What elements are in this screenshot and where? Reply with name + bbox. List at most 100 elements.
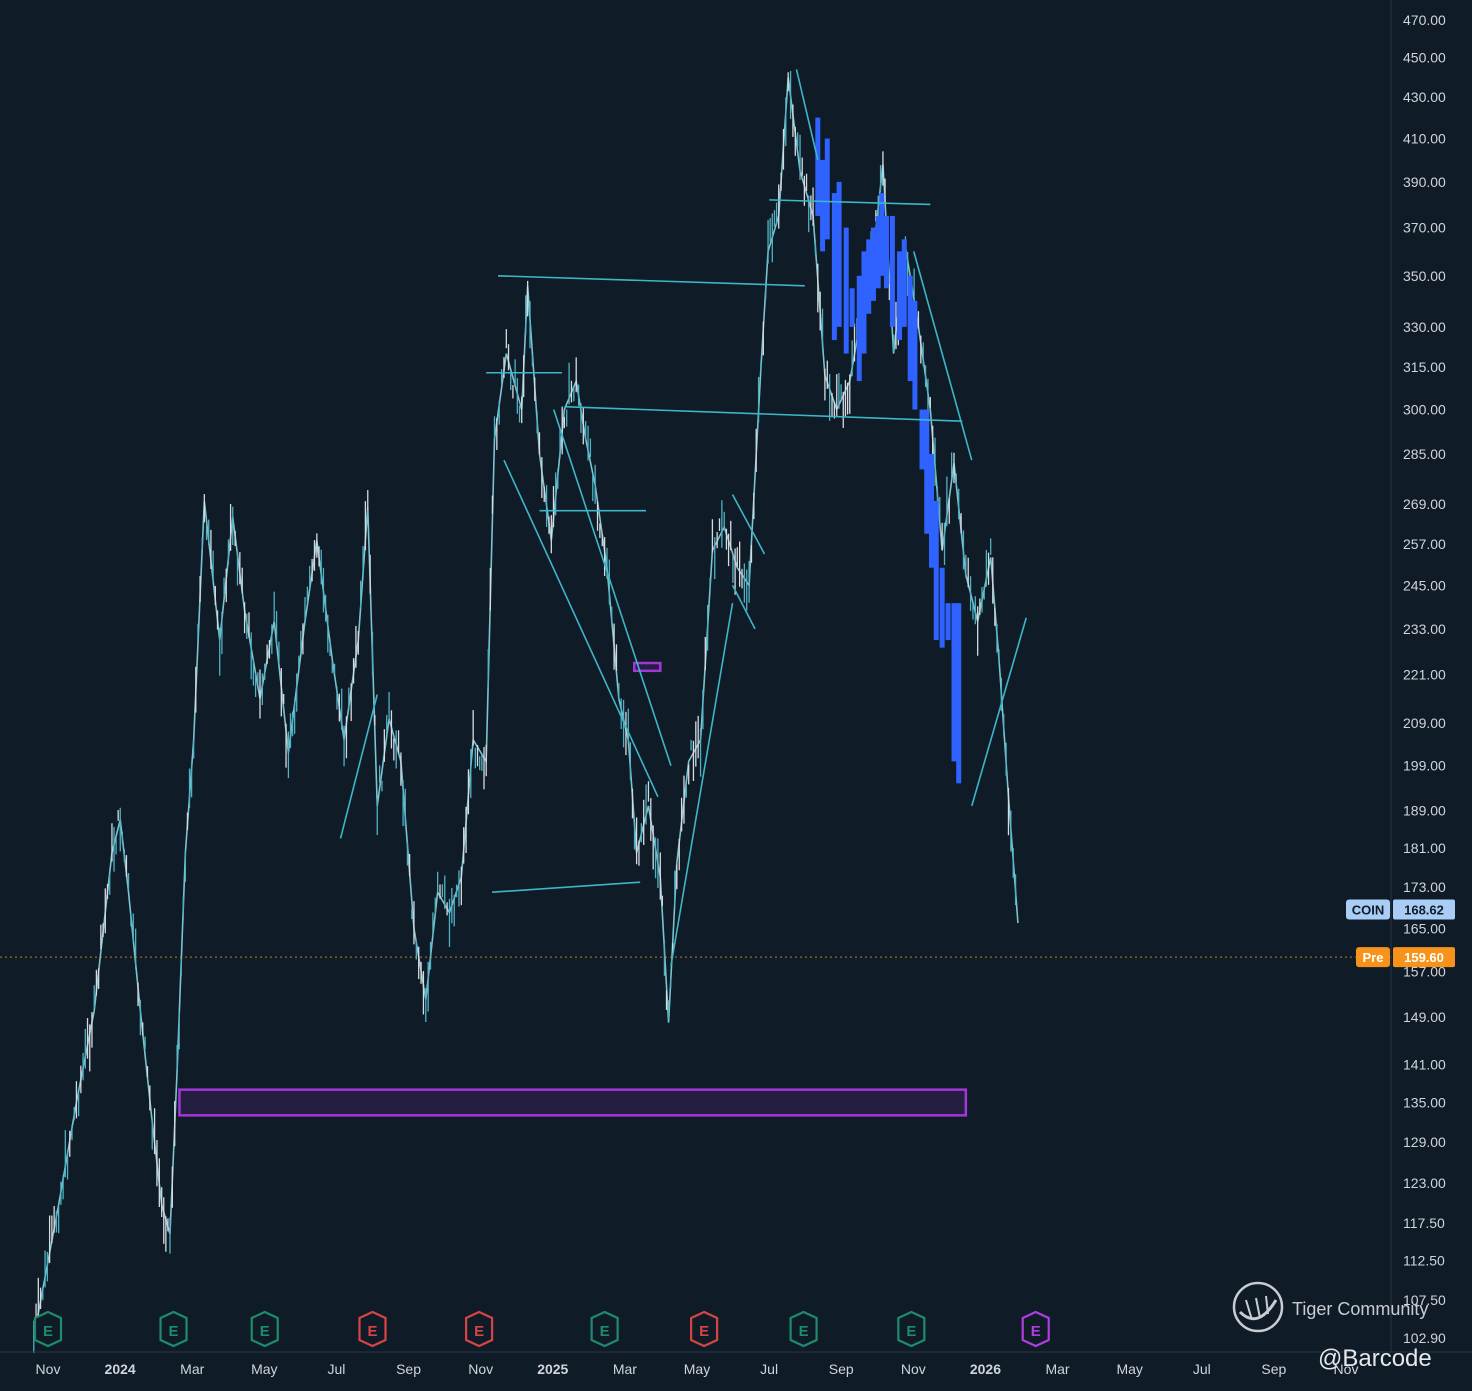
y-tick-label: 300.00 [1403, 402, 1446, 418]
highlight-bar [897, 251, 903, 341]
x-tick-label: May [684, 1361, 710, 1377]
y-tick-label: 102.90 [1403, 1330, 1446, 1346]
x-tick-label: May [251, 1361, 277, 1377]
y-tick-label: 221.00 [1403, 667, 1446, 683]
y-tick-label: 181.00 [1403, 840, 1446, 856]
horizontal-line-drawing[interactable] [498, 274, 805, 287]
y-tick-label: 350.00 [1403, 268, 1446, 284]
x-tick-label: Nov [468, 1361, 493, 1377]
y-tick-label: 257.00 [1403, 536, 1446, 552]
highlight-bar [870, 227, 876, 301]
earnings-label: E [260, 1323, 270, 1340]
drawings-layer [339, 69, 1028, 967]
earnings-icon [464, 1310, 494, 1348]
earnings-marker[interactable]: E [789, 1310, 818, 1348]
highlight-bar [866, 239, 872, 314]
price-badge [1393, 947, 1455, 968]
trend-line-drawing[interactable] [912, 251, 973, 461]
y-tick-label: 390.00 [1403, 174, 1446, 190]
earnings-icon [789, 1310, 818, 1348]
tiger-logo-icon [1232, 1281, 1284, 1333]
trend-line-drawing[interactable] [731, 584, 756, 630]
earnings-icon [250, 1310, 279, 1348]
trend-line-drawing[interactable] [795, 69, 819, 161]
y-tick-label: 470.00 [1403, 12, 1446, 28]
earnings-label: E [43, 1323, 53, 1340]
price-badge-text: 168.62 [1404, 902, 1444, 917]
highlight-bar [831, 193, 837, 341]
trend-line-drawing[interactable] [552, 409, 672, 766]
earnings-icon [358, 1310, 387, 1348]
zone-rectangle[interactable] [178, 1088, 968, 1117]
tiger-community-watermark: Tiger Community [1232, 1281, 1428, 1333]
earnings-icon [690, 1310, 719, 1348]
earnings-label: E [906, 1323, 916, 1340]
y-tick-label: 410.00 [1403, 131, 1446, 147]
trend-line-drawing[interactable] [970, 617, 1028, 807]
earnings-label: E [799, 1323, 809, 1340]
highlight-bar [939, 567, 945, 648]
zone-rectangle[interactable] [632, 661, 662, 673]
price-axis[interactable]: 470.00 450.00 430.00 410.00 390.00 370.00 350.… [1403, 12, 1446, 1346]
x-tick-label: Nov [36, 1361, 61, 1377]
y-tick-label: 269.00 [1403, 496, 1446, 512]
highlight-bar [928, 454, 934, 568]
x-tick-label: Nov [1334, 1361, 1359, 1377]
x-tick-label: Jul [1193, 1361, 1211, 1377]
y-tick-label: 149.00 [1403, 1009, 1446, 1025]
highlight-bar [951, 603, 957, 762]
horizontal-line-drawing[interactable] [564, 405, 963, 422]
x-tick-label: Mar [1045, 1361, 1069, 1377]
highlight-bar [907, 275, 913, 382]
x-tick-label: Mar [180, 1361, 204, 1377]
earnings-marker[interactable]: E [1021, 1310, 1050, 1348]
trend-line-drawing[interactable] [503, 459, 659, 798]
highlight-bar [889, 215, 895, 327]
highlight-bar [933, 500, 939, 641]
y-tick-label: 233.00 [1403, 621, 1446, 637]
highlight-bars-layer [815, 117, 962, 784]
watermark-text: Tiger Community [1292, 1299, 1428, 1319]
earnings-icon [33, 1310, 63, 1348]
earnings-marker[interactable]: E [358, 1310, 387, 1348]
y-tick-label: 199.00 [1403, 758, 1446, 774]
highlight-bar [849, 288, 855, 327]
earnings-marker[interactable]: E [690, 1310, 719, 1348]
highlight-bar [919, 409, 925, 470]
highlight-bar [824, 138, 830, 240]
trend-line-drawing[interactable] [339, 694, 379, 839]
earnings-marker[interactable]: E [897, 1310, 926, 1348]
x-tick-label: Jul [760, 1361, 778, 1377]
price-series-layer [33, 71, 1019, 1354]
y-tick-label: 123.00 [1403, 1175, 1446, 1191]
y-tick-label: 117.50 [1403, 1215, 1445, 1231]
x-tick-label: 2026 [970, 1361, 1001, 1377]
trend-line-drawing[interactable] [731, 494, 766, 555]
earnings-marker[interactable]: E [33, 1310, 63, 1348]
y-tick-label: 107.50 [1403, 1292, 1446, 1308]
horizontal-line-drawing[interactable] [492, 881, 641, 894]
earnings-label: E [699, 1323, 709, 1340]
time-axis[interactable]: Nov 2024 Mar May Jul Sep Nov 2025 Mar May Jul Sep No… [36, 1361, 1359, 1377]
y-tick-label: 245.00 [1403, 577, 1446, 593]
earnings-label: E [600, 1323, 610, 1340]
x-tick-label: May [1116, 1361, 1142, 1377]
earnings-marker[interactable]: E [250, 1310, 279, 1348]
trend-line-drawing[interactable] [670, 603, 734, 967]
earnings-marker[interactable]: E [590, 1310, 619, 1348]
symbol-badge-text: COIN [1352, 902, 1385, 917]
highlight-bar [924, 409, 930, 534]
y-tick-label: 165.00 [1403, 920, 1446, 936]
earnings-marker[interactable]: E [464, 1310, 494, 1348]
earnings-marker[interactable]: E [159, 1310, 188, 1348]
y-tick-label: 173.00 [1403, 879, 1446, 895]
horizontal-line-drawing[interactable] [769, 199, 931, 206]
symbol-badge-text: Pre [1363, 950, 1384, 965]
highlight-bar [861, 251, 867, 354]
y-tick-label: 141.00 [1403, 1057, 1446, 1073]
author-handle: @Barcode [1318, 1345, 1432, 1372]
y-tick-label: 209.00 [1403, 715, 1446, 731]
